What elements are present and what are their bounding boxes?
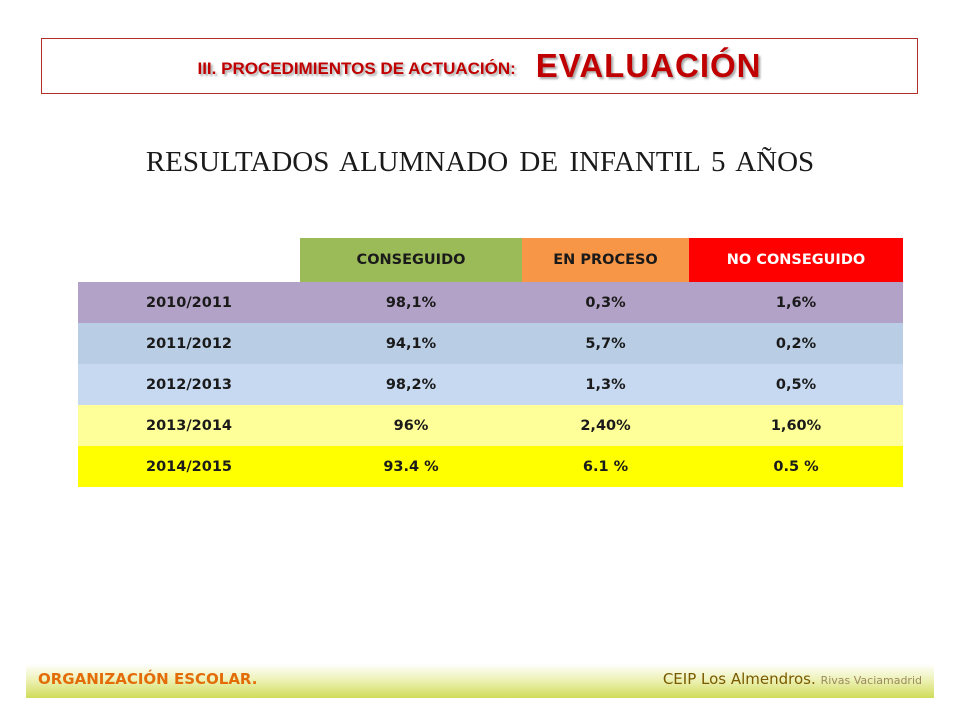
header-no-conseguido: NO CONSEGUIDO [689,238,903,282]
no-conseguido-cell: 0,5% [775,376,817,393]
table-row: 2013/2014 96% 2,40% 1,60% [78,405,903,446]
title-main: EVALUACIÓN [535,47,762,84]
table-row: 2011/2012 94,1% 5,7% 0,2% [78,323,903,364]
en-proceso-cell: 2,40% [580,417,631,434]
footer-town: Rivas Vaciamadrid [820,674,922,687]
en-proceso-cell: 6.1 % [582,458,629,475]
conseguido-cell: 98,1% [385,294,437,311]
no-conseguido-cell: 0,2% [775,335,817,352]
footer-org: ORGANIZACIÓN ESCOLAR [38,670,252,688]
header-conseguido: CONSEGUIDO [300,238,522,282]
table-row: 2010/2011 98,1% 0,3% 1,6% [78,282,903,323]
year-cell: 2013/2014 [145,417,232,434]
table-row: 2014/2015 93.4 % 6.1 % 0.5 % [78,446,903,487]
title-box: III. PROCEDIMIENTOS DE ACTUACIÓN: EVALUA… [41,38,918,94]
year-cell: 2012/2013 [145,376,232,393]
title-prefix: III. PROCEDIMIENTOS DE ACTUACIÓN: [197,59,516,78]
conseguido-cell: 96% [393,417,429,434]
en-proceso-cell: 0,3% [585,294,626,311]
results-table: CONSEGUIDO EN PROCESO NO CONSEGUIDO 2010… [78,238,903,487]
header-empty-cell [78,238,300,282]
footer-school: CEIP Los Almendros [662,670,811,688]
header-en-proceso: EN PROCESO [522,238,689,282]
no-conseguido-cell: 0.5 % [773,458,819,475]
footer-left-dot: . [251,670,258,688]
footer-bar [26,664,934,698]
conseguido-cell: 94,1% [385,335,437,352]
year-cell: 2014/2015 [145,458,232,475]
table-header-row: CONSEGUIDO EN PROCESO NO CONSEGUIDO [78,238,903,282]
conseguido-cell: 93.4 % [383,458,439,475]
year-cell: 2011/2012 [145,335,232,352]
footer-right: CEIP Los Almendros. Rivas Vaciamadrid [663,670,922,688]
table-row: 2012/2013 98,2% 1,3% 0,5% [78,364,903,405]
subtitle: RESULTADOS ALUMNADO DE INFANTIL 5 AÑOS [145,146,815,178]
conseguido-cell: 98,2% [385,376,437,393]
no-conseguido-cell: 1,60% [770,417,822,434]
footer-left: ORGANIZACIÓN ESCOLAR. [38,670,257,688]
footer-right-dot: . [811,670,816,688]
en-proceso-cell: 1,3% [585,376,626,393]
no-conseguido-cell: 1,6% [775,294,817,311]
year-cell: 2010/2011 [145,294,232,311]
en-proceso-cell: 5,7% [585,335,626,352]
